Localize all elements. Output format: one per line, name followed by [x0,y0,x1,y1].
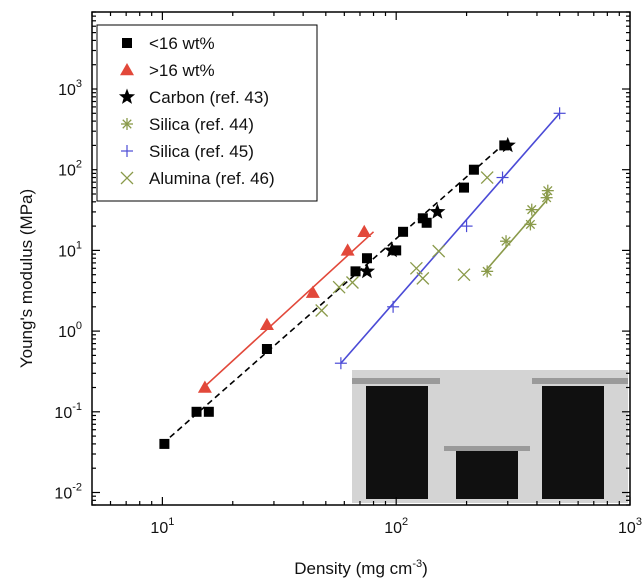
data-point-plus [334,357,347,370]
legend-marker [121,118,133,130]
fit-line-1 [203,231,375,389]
inset-sample-left [366,386,428,499]
legend-marker [120,63,134,76]
data-point-x [416,271,430,285]
x-tick-label: 101 [150,516,174,537]
data-point-x [432,244,446,258]
data-point-asterisk [525,203,538,216]
data-point-square [191,406,202,417]
data-point-triangle [357,224,372,238]
data-point-asterisk [481,265,494,278]
inset-clamp-top-left [352,378,440,384]
data-point-plus [387,300,400,313]
legend-label: Silica (ref. 45) [149,142,254,161]
data-point-x [409,261,423,275]
y-tick-label: 10-1 [54,401,82,422]
legend: <16 wt% >16 wt% Carbon (ref. 43) Silica (re… [96,24,318,202]
legend-label: Carbon (ref. 43) [149,88,269,107]
legend-marker [118,88,136,104]
legend-label: <16 wt% [149,34,215,53]
inset-clamp-top-right [532,378,628,384]
legend-marker [121,145,133,157]
legend-label: Alumina (ref. 46) [149,169,275,188]
data-point-star [429,203,446,219]
data-point-x [315,304,329,317]
data-point-asterisk [500,235,513,248]
data-point-square [361,253,372,264]
data-point-square [398,226,409,237]
inset-plate [444,446,530,451]
data-point-triangle [197,380,212,393]
data-point-asterisk [524,218,537,231]
data-point-square [203,406,214,417]
x-tick-label: 102 [384,516,408,537]
y-tick-label: 10-2 [54,481,82,502]
y-tick-label: 101 [58,239,82,260]
y-tick-label: 102 [58,159,82,180]
x-tick-label: 103 [618,516,642,537]
data-point-square [261,344,272,355]
fit-lines [161,112,561,445]
legend-box [96,24,318,202]
fit-line-4 [340,112,561,364]
data-point-x [480,171,494,184]
legend-marker [120,171,134,185]
data-point-square [159,438,170,449]
y-tick-label: 100 [58,320,82,341]
inset-photo [352,370,628,503]
data-point-square [350,266,361,277]
data-point-square [421,217,432,228]
inset-sample-right [542,386,604,499]
fit-line-0 [161,143,505,445]
data-point-star [358,262,376,279]
data-point-triangle [305,285,320,298]
y-axis-label: Young's modulus (MPa) [17,189,36,368]
x-axis-label: Density (mg cm-3) [294,558,428,578]
legend-label: >16 wt% [149,61,215,80]
data-point-x [457,268,471,282]
fit-line-3 [484,197,550,272]
data-point-plus [496,171,509,184]
data-point-triangle [259,317,274,330]
x-tick-labels: 101 102 103 [150,516,642,537]
data-point-square [459,182,470,193]
inset-sample-compressed [456,450,518,499]
y-tick-labels: 10-2 10-1 100 101 102 103 [54,78,82,502]
data-point-plus [553,107,566,120]
data-point-asterisk [541,184,554,197]
y-tick-label: 103 [58,78,82,99]
data-point-plus [460,220,473,233]
data-point-asterisk [540,191,553,204]
data-point-x [345,276,359,289]
data-point-star [499,136,516,153]
axis-ticks [91,11,631,506]
data-point-triangle [340,243,355,256]
legend-marker [122,38,132,48]
legend-label: Silica (ref. 44) [149,115,254,134]
data-point-star [383,241,401,258]
data-point-square [468,164,479,175]
data-markers [159,107,566,449]
data-point-x [332,280,346,294]
